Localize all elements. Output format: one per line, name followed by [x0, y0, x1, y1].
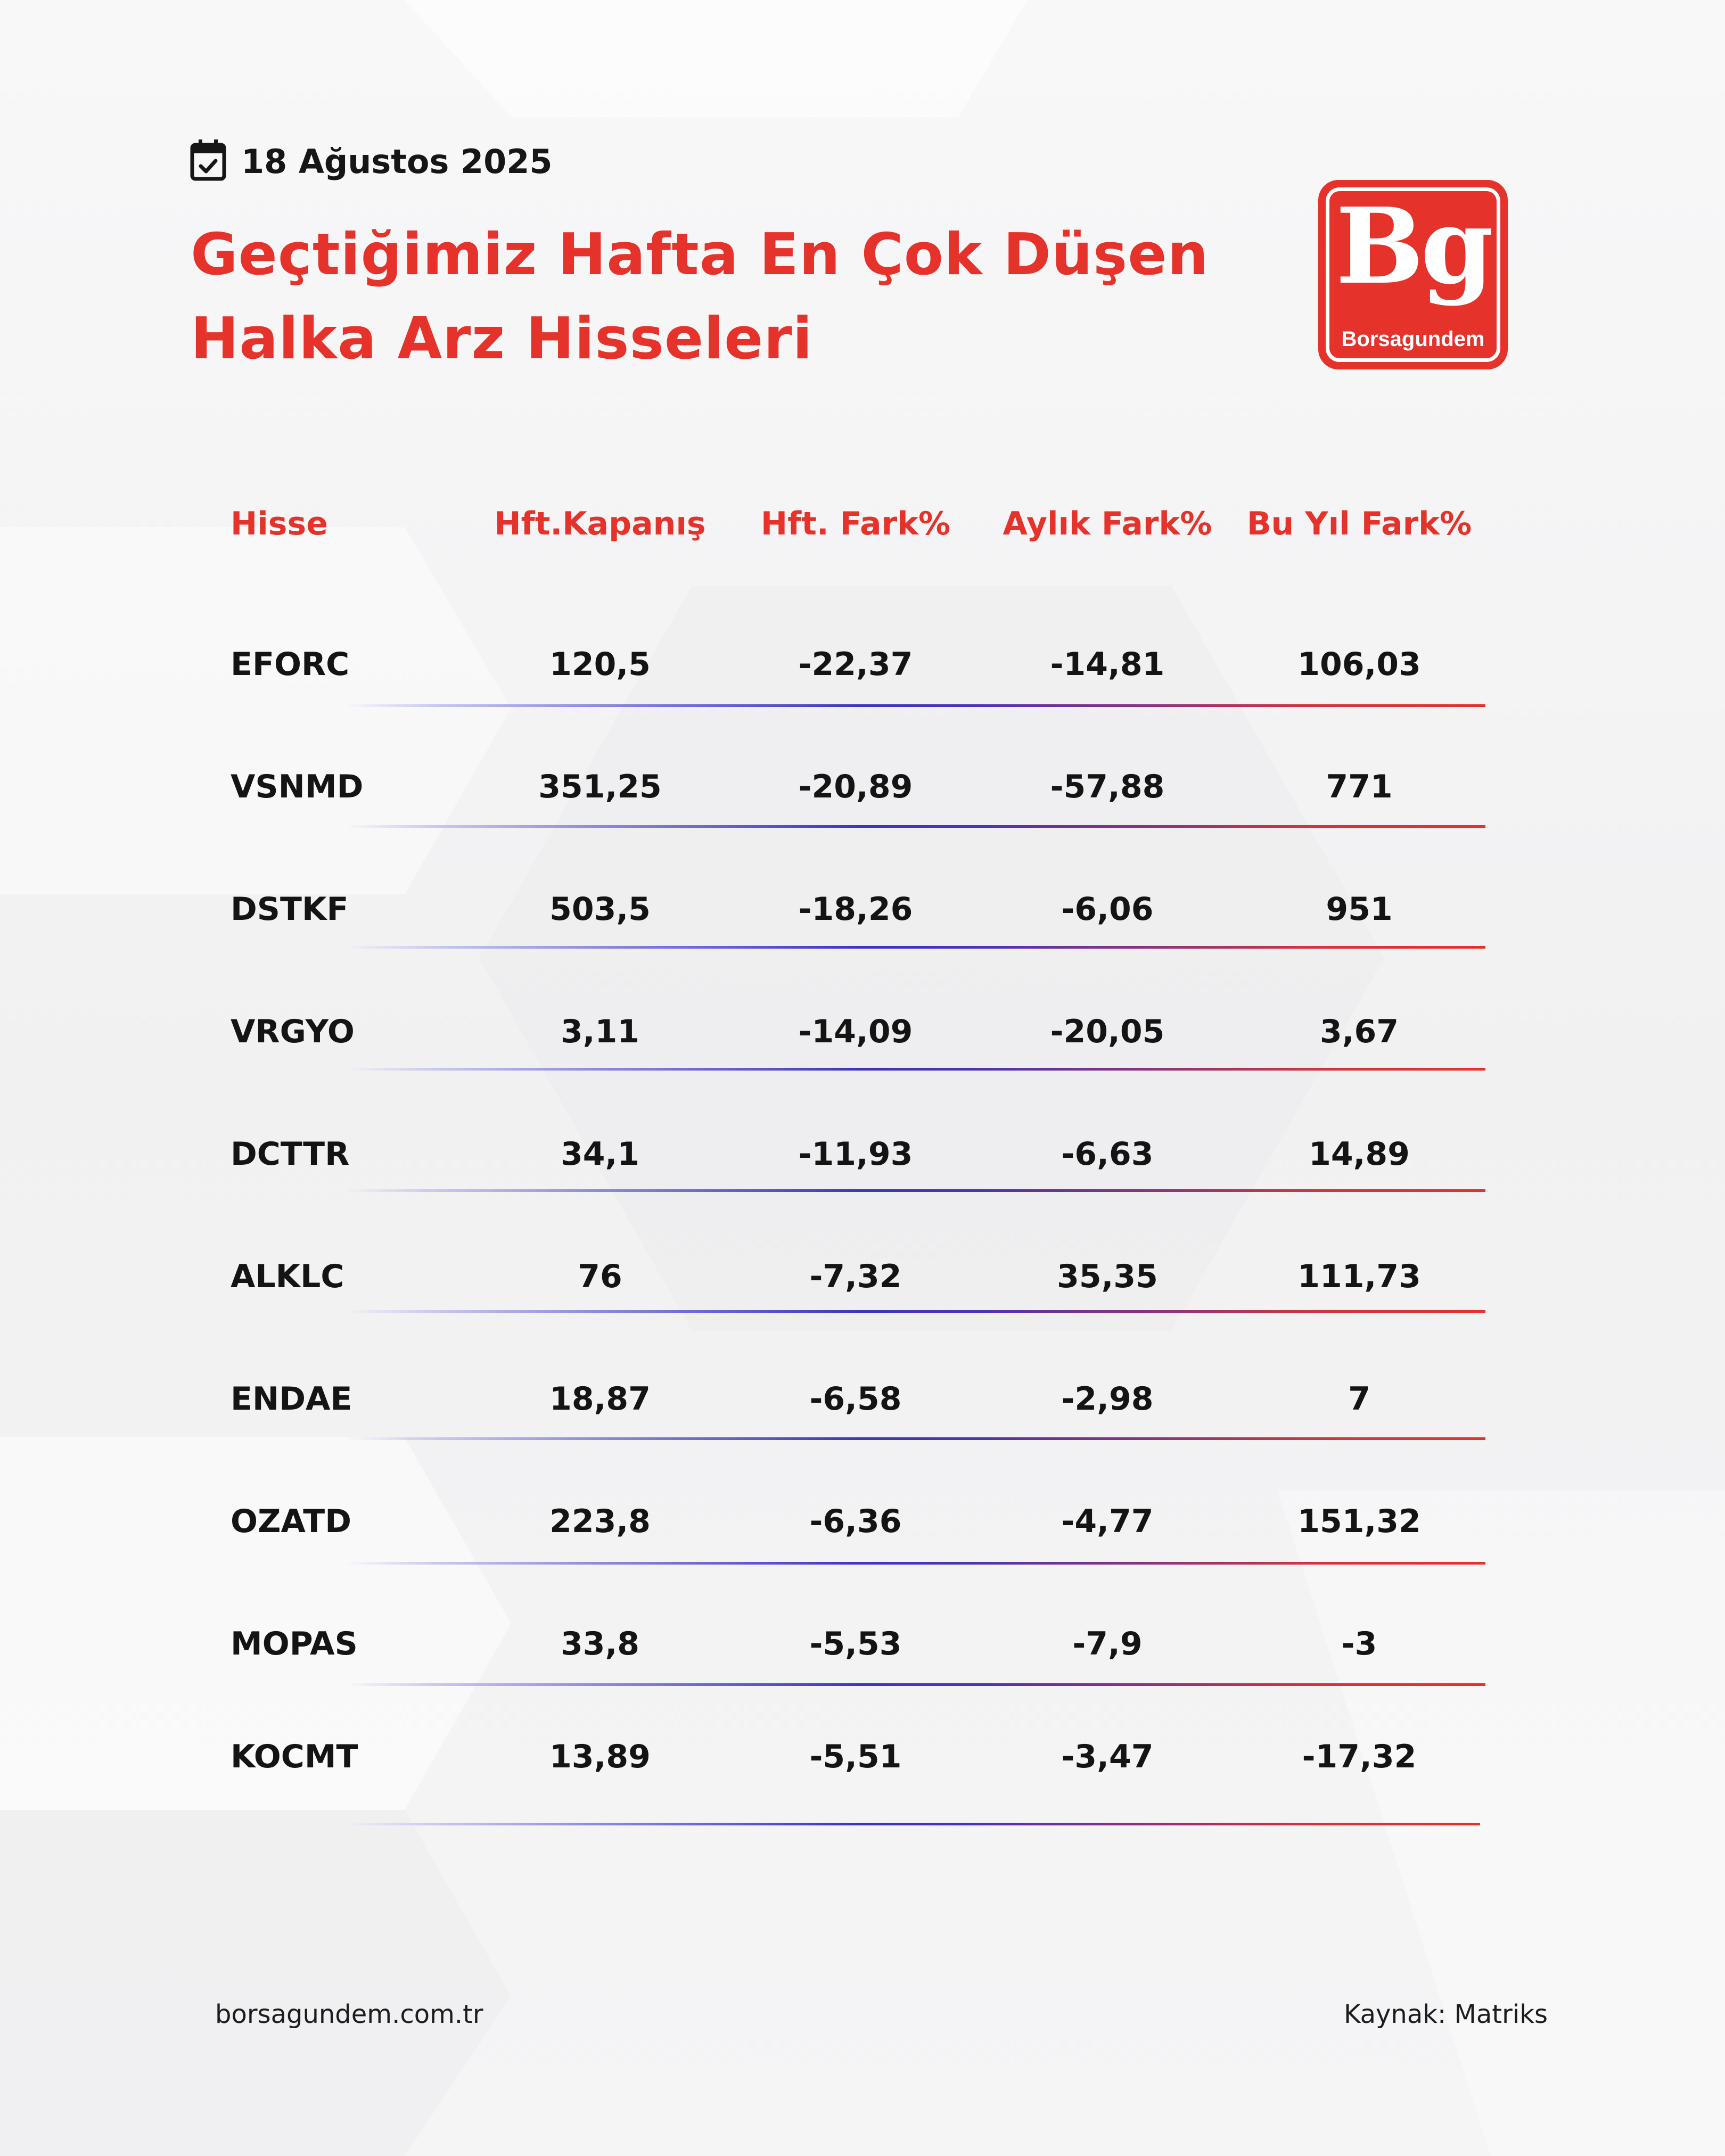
cell-yil-fark: 111,73: [1297, 1258, 1421, 1295]
cell-aylik-fark: -4,77: [1061, 1503, 1154, 1540]
cell-aylik-fark: -57,88: [1050, 768, 1165, 805]
cell-hisse: DSTKF: [231, 891, 349, 928]
cell-aylik-fark: 35,35: [1057, 1258, 1158, 1295]
cell-aylik-fark: -3,47: [1061, 1738, 1154, 1775]
row-divider: [346, 946, 1485, 949]
cell-hft-fark: -7,32: [809, 1258, 902, 1295]
cell-hft-fark: -18,26: [798, 891, 913, 928]
cell-aylik-fark: -6,63: [1061, 1135, 1154, 1173]
borsagundem-logo: Bg Borsagundem: [1318, 180, 1508, 369]
row-divider: [346, 1310, 1485, 1313]
cell-hft-fark: -5,51: [809, 1738, 902, 1775]
cell-hisse: DCTTR: [231, 1135, 350, 1173]
cell-aylik-fark: -14,81: [1050, 646, 1165, 683]
cell-hisse: VSNMD: [231, 768, 364, 805]
cell-kapanis: 76: [578, 1258, 622, 1295]
date-header: 18 Ağustos 2025: [189, 137, 553, 185]
cell-hisse: VRGYO: [231, 1013, 355, 1050]
row-divider: [346, 704, 1485, 707]
cell-kapanis: 223,8: [549, 1503, 651, 1540]
cell-kapanis: 351,25: [538, 768, 662, 805]
cell-hft-fark: -6,58: [809, 1380, 902, 1418]
row-divider: [346, 1562, 1485, 1565]
title-line-2: Halka Arz Hisseleri: [191, 306, 813, 372]
cell-aylik-fark: -7,9: [1072, 1625, 1143, 1663]
cell-yil-fark: -3: [1341, 1625, 1377, 1663]
cell-hft-fark: -20,89: [798, 768, 913, 805]
cell-hft-fark: -6,36: [809, 1503, 902, 1540]
cell-kapanis: 34,1: [560, 1135, 640, 1173]
cell-hisse: OZATD: [231, 1503, 352, 1540]
cell-aylik-fark: -20,05: [1050, 1013, 1165, 1050]
column-header-yil-fark: Bu Yıl Fark%: [1246, 505, 1472, 542]
cell-hft-fark: -14,09: [798, 1013, 913, 1050]
logo-mark: Bg: [1335, 185, 1494, 308]
cell-hisse: EFORC: [231, 646, 350, 683]
row-divider: [346, 1683, 1485, 1686]
logo-wordmark: Borsagundem: [1341, 327, 1485, 351]
cell-yil-fark: 106,03: [1297, 646, 1421, 683]
column-header-kapanis: Hft.Kapanış: [494, 505, 706, 542]
column-header-hisse: Hisse: [231, 505, 328, 542]
cell-yil-fark: 771: [1326, 768, 1393, 805]
cell-hisse: ALKLC: [231, 1258, 344, 1295]
cell-kapanis: 18,87: [549, 1380, 651, 1418]
column-header-hft-fark: Hft. Fark%: [760, 505, 951, 542]
cell-hft-fark: -11,93: [798, 1135, 913, 1173]
row-divider: [346, 1823, 1480, 1825]
cell-yil-fark: 951: [1326, 891, 1393, 928]
cell-yil-fark: 3,67: [1319, 1013, 1399, 1050]
footer-website[interactable]: borsagundem.com.tr: [215, 1999, 483, 2029]
date-text: 18 Ağustos 2025: [241, 142, 553, 181]
cell-yil-fark: 151,32: [1297, 1503, 1421, 1540]
cell-hft-fark: -22,37: [798, 646, 913, 683]
row-divider: [346, 825, 1485, 828]
cell-hisse: MOPAS: [231, 1625, 358, 1663]
cell-yil-fark: 14,89: [1309, 1135, 1410, 1173]
cell-kapanis: 503,5: [549, 891, 651, 928]
cell-hisse: KOCMT: [231, 1738, 358, 1775]
cell-kapanis: 13,89: [549, 1738, 651, 1775]
page-title: Geçtiğimiz Hafta En Çok Düşen Halka Arz …: [191, 213, 1255, 381]
cell-aylik-fark: -6,06: [1061, 891, 1154, 928]
cell-aylik-fark: -2,98: [1061, 1380, 1154, 1418]
row-divider: [346, 1189, 1485, 1192]
cell-kapanis: 120,5: [549, 646, 651, 683]
cell-yil-fark: -17,32: [1302, 1738, 1417, 1775]
cell-kapanis: 3,11: [560, 1013, 640, 1050]
calendar-icon: [189, 138, 227, 184]
row-divider: [346, 1068, 1485, 1071]
cell-hft-fark: -5,53: [809, 1625, 902, 1663]
logo-border: [1326, 187, 1500, 362]
column-header-aylik-fark: Aylık Fark%: [1003, 505, 1212, 542]
title-line-1: Geçtiğimiz Hafta En Çok Düşen: [191, 221, 1209, 288]
cell-yil-fark: 7: [1348, 1380, 1370, 1418]
row-divider: [346, 1437, 1485, 1440]
cell-kapanis: 33,8: [560, 1625, 640, 1663]
footer-source: Kaynak: Matriks: [1343, 1999, 1548, 2029]
cell-hisse: ENDAE: [231, 1380, 352, 1418]
